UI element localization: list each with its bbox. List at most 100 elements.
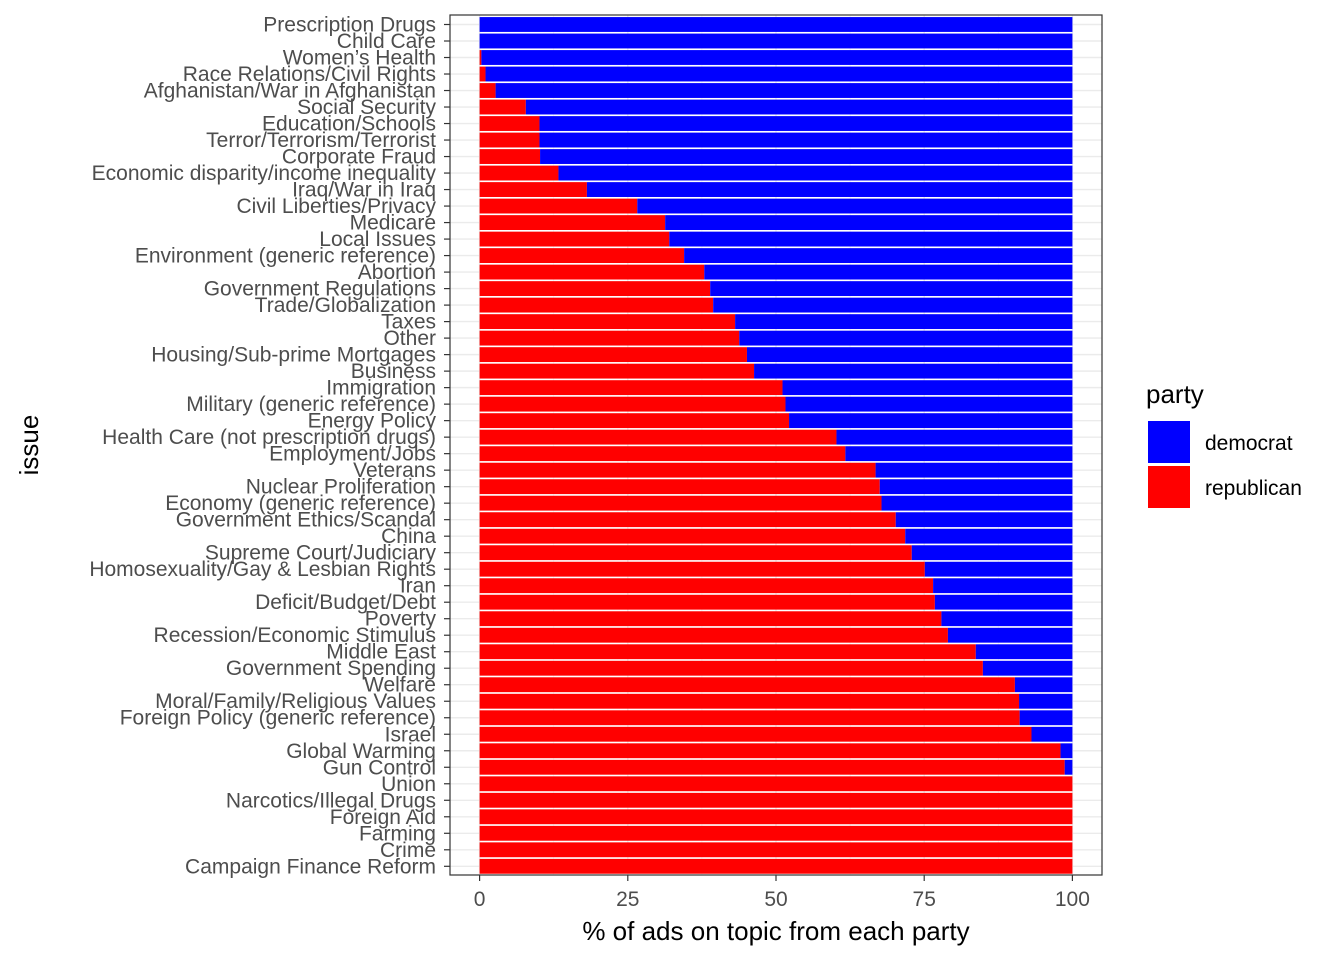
- y-tick-label: Race Relations/Civil Rights: [183, 63, 436, 86]
- bar-democrat: [754, 363, 1073, 379]
- y-tick-label: Trade/Globalization: [255, 294, 436, 317]
- y-tick-label: Narcotics/Illegal Drugs: [226, 789, 436, 812]
- y-tick-label: Campaign Finance Reform: [185, 855, 436, 878]
- bar-republican: [479, 264, 705, 280]
- y-tick-label: Corporate Fraud: [282, 146, 436, 169]
- bar-democrat: [637, 198, 1073, 214]
- bar-republican: [479, 693, 1020, 709]
- y-tick-label: Supreme Court/Judiciary: [205, 542, 437, 565]
- legend: party democrat republican: [1146, 379, 1302, 508]
- y-tick-label: Union: [381, 773, 436, 796]
- y-tick-label: Energy Policy: [308, 410, 437, 433]
- bar-republican: [479, 776, 1073, 792]
- bar-democrat: [934, 594, 1073, 610]
- bar-republican: [479, 347, 747, 363]
- bar-republican: [479, 677, 1015, 693]
- legend-label-democrat: democrat: [1205, 432, 1293, 455]
- bar-democrat: [982, 660, 1073, 676]
- legend-label-republican: republican: [1205, 477, 1302, 500]
- bar-democrat: [879, 479, 1073, 495]
- x-axis-title: % of ads on topic from each party: [582, 916, 969, 946]
- bar-democrat: [975, 644, 1073, 660]
- bar-democrat: [941, 611, 1073, 627]
- bar-democrat: [881, 495, 1073, 511]
- y-tick-label: Foreign Aid: [330, 806, 436, 829]
- bar-democrat: [540, 149, 1073, 164]
- y-tick-label: Government Ethics/Scandal: [176, 509, 436, 532]
- bar-republican: [479, 215, 666, 230]
- y-tick-label: Women’s Health: [283, 47, 436, 70]
- y-tick-label: Local Issues: [319, 228, 436, 251]
- y-tick-label: Military (generic reference): [186, 393, 436, 416]
- bar-republican: [479, 627, 948, 643]
- y-tick-label: Government Spending: [226, 657, 436, 680]
- bar-democrat: [684, 248, 1073, 264]
- bar-democrat: [1019, 693, 1073, 709]
- bar-democrat: [746, 347, 1073, 363]
- bar-democrat: [1060, 743, 1073, 759]
- y-tick-label: Welfare: [364, 674, 436, 697]
- bar-democrat: [789, 413, 1073, 429]
- y-tick-label: Gun Control: [323, 756, 436, 779]
- y-tick-label: China: [381, 525, 436, 548]
- bar-republican: [479, 149, 541, 164]
- bar-republican: [479, 660, 983, 676]
- bar-republican: [479, 528, 906, 544]
- bar-democrat: [947, 627, 1073, 643]
- bar-republican: [479, 330, 740, 346]
- x-tick-label: 75: [913, 888, 936, 911]
- legend-title: party: [1146, 379, 1204, 409]
- bar-republican: [479, 248, 685, 264]
- x-axis: 0 25 50 75 100: [474, 875, 1090, 911]
- y-tick-label: Foreign Policy (generic reference): [120, 707, 436, 730]
- bar-republican: [479, 743, 1061, 759]
- bar-democrat: [479, 17, 1073, 32]
- bar-republican: [479, 842, 1073, 858]
- y-tick-label: Deficit/Budget/Debt: [255, 591, 436, 614]
- bar-republican: [479, 561, 925, 577]
- x-tick-label: 0: [474, 888, 486, 911]
- y-tick-label: Homosexuality/Gay & Lesbian Rights: [89, 558, 436, 581]
- bar-democrat: [495, 83, 1073, 98]
- bar-republican: [479, 66, 486, 82]
- y-tick-label: Farming: [359, 822, 436, 845]
- y-tick-label: Medicare: [350, 212, 436, 235]
- bar-republican: [479, 116, 540, 131]
- bar-democrat: [479, 33, 1073, 49]
- bar-democrat: [845, 446, 1073, 462]
- bar-republican: [479, 396, 786, 412]
- bar-republican: [479, 495, 882, 511]
- bar-republican: [479, 462, 876, 478]
- bar-republican: [479, 132, 540, 148]
- y-tick-label: Economy (generic reference): [165, 492, 436, 515]
- x-tick-label: 50: [764, 888, 787, 911]
- bar-republican: [479, 578, 934, 594]
- y-tick-label: Child Care: [337, 30, 436, 53]
- bar-democrat: [665, 215, 1073, 230]
- y-tick-label: Social Security: [297, 96, 436, 119]
- bar-republican: [479, 165, 559, 181]
- bar-democrat: [911, 545, 1073, 561]
- y-tick-label: Education/Schools: [262, 113, 436, 136]
- bar-republican: [479, 479, 880, 495]
- bar-democrat: [836, 429, 1073, 445]
- bar-republican: [479, 413, 790, 429]
- y-tick-label: Crime: [380, 839, 436, 862]
- bar-democrat: [485, 66, 1073, 82]
- bar-democrat: [669, 231, 1073, 247]
- y-tick-label: Recession/Economic Stimulus: [154, 624, 436, 647]
- bar-democrat: [905, 528, 1073, 544]
- bar-republican: [479, 429, 837, 445]
- y-axis-title: issue: [14, 415, 44, 476]
- bar-democrat: [586, 182, 1073, 197]
- y-tick-label: Business: [351, 360, 436, 383]
- bar-democrat: [924, 561, 1073, 577]
- y-tick-label: Moral/Family/Religious Values: [155, 690, 436, 713]
- bar-republican: [479, 792, 1073, 808]
- bar-republican: [479, 231, 670, 247]
- bar-republican: [479, 809, 1073, 825]
- bar-democrat: [1064, 759, 1073, 775]
